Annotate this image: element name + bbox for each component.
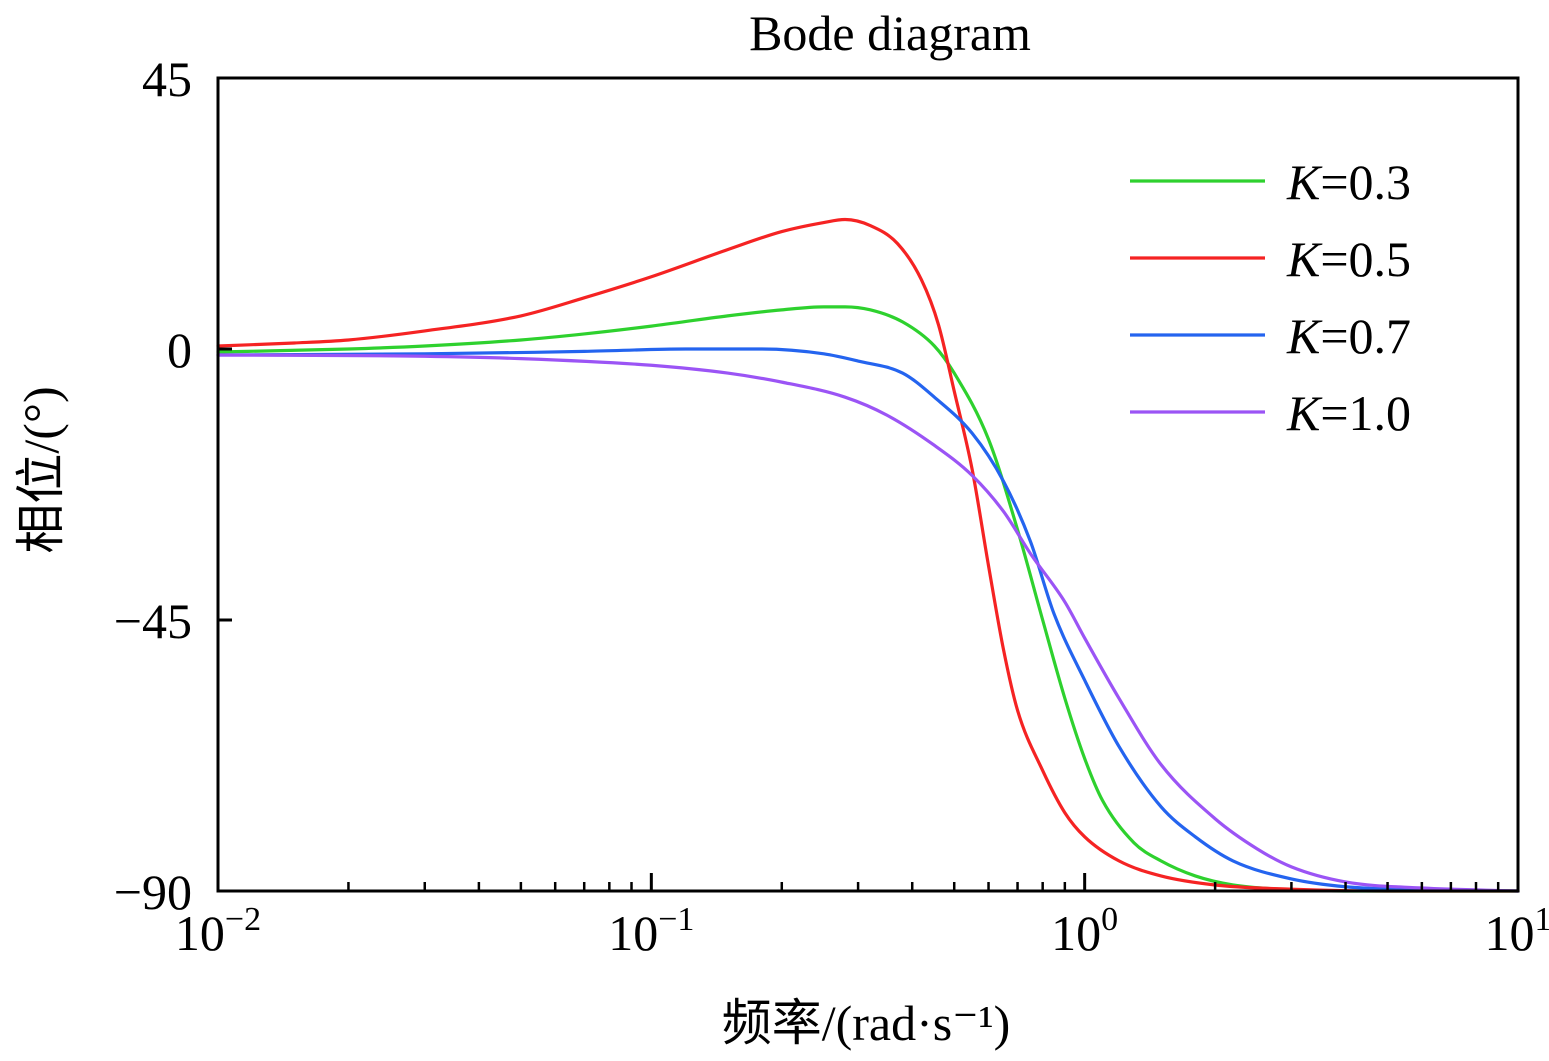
y-tick-label: 0 <box>167 322 192 378</box>
series-line-4 <box>216 353 1520 893</box>
chart-title: Bode diagram <box>749 5 1031 61</box>
plot-area <box>216 217 1520 893</box>
legend-label-3: K=0.7 <box>1286 308 1411 364</box>
legend: K=0.3 K=0.5 K=0.7 K=1.0 <box>1130 154 1411 441</box>
x-tick-label: 10−2 <box>175 901 261 961</box>
x-tick-label: 101 <box>1485 901 1549 961</box>
y-tick-label: 45 <box>142 51 192 107</box>
series-line-3 <box>216 347 1520 893</box>
legend-label-2: K=0.5 <box>1286 231 1411 287</box>
y-tick-label: −45 <box>114 593 192 649</box>
series-line-2 <box>216 217 1520 893</box>
x-tick-label: 100 <box>1051 901 1118 961</box>
y-axis-label: 相位/(°) <box>13 386 69 553</box>
x-axis-label: 频率/(rad·s⁻¹) <box>722 995 1011 1051</box>
x-tick-label: 10−1 <box>608 901 694 961</box>
series-line-1 <box>216 305 1520 893</box>
legend-label-4: K=1.0 <box>1286 385 1411 441</box>
y-tick-label: −90 <box>114 864 192 920</box>
plot-frame <box>216 76 1520 893</box>
legend-label-1: K=0.3 <box>1286 154 1411 210</box>
